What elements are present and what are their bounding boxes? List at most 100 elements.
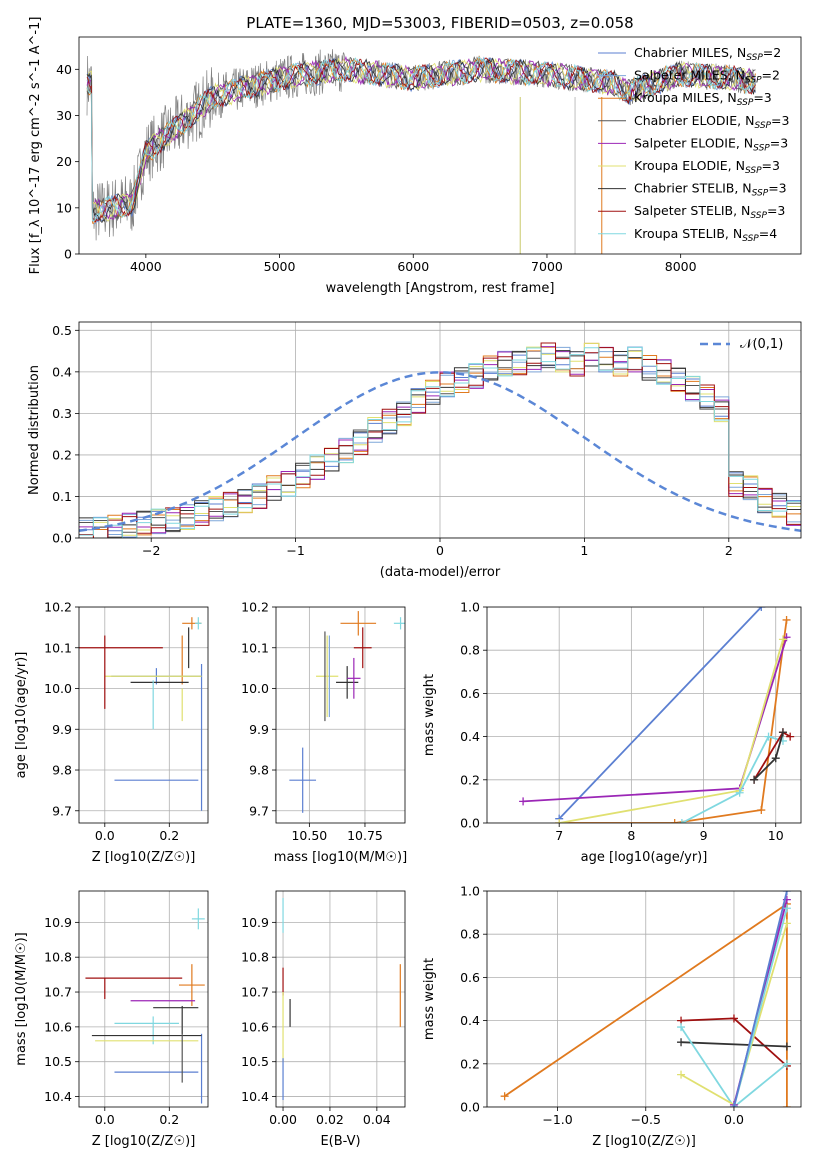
model-spectrum-3 bbox=[86, 56, 756, 220]
weight-marker bbox=[757, 806, 766, 815]
legend-label: Chabrier ELODIE, NSSP=3 bbox=[634, 113, 789, 131]
legend-label: Salpeter MILES, NSSP=2 bbox=[634, 68, 780, 86]
x-axis-label: (data-model)/error bbox=[380, 565, 501, 580]
y-tick-label: 10.4 bbox=[241, 1089, 269, 1104]
plot-area bbox=[79, 891, 208, 1107]
x-axis-label: mass [log10(M/M☉)] bbox=[274, 850, 407, 865]
panel-massweight-vs-Z: −1.0 −0.5 0.0 0.0 0.2 0.4 0.6 0.8 1.0 Z [log10(Z/… bbox=[422, 884, 802, 1149]
model-spectrum-7 bbox=[86, 57, 756, 224]
weight-marker bbox=[782, 1059, 791, 1068]
y-tick-label: 10.1 bbox=[241, 640, 269, 655]
legend-label: Kroupa ELODIE, NSSP=3 bbox=[634, 158, 780, 176]
panel-spectrum: 4000 5000 6000 7000 8000 0 10 20 30 40 Chabrier MI… bbox=[28, 17, 802, 296]
y-tick-label: 0.4 bbox=[460, 729, 480, 744]
weight-marker bbox=[782, 919, 791, 928]
y-tick-label: 0.4 bbox=[460, 1013, 480, 1028]
weight-marker bbox=[782, 615, 791, 624]
y-tick-label: 9.7 bbox=[249, 803, 269, 818]
y-axis-label: mass [log10(M/M☉)] bbox=[14, 932, 29, 1065]
weight-line-3 bbox=[559, 639, 784, 823]
panel-age-vs-mass: 10.50 10.75 9.7 9.8 9.9 10.0 10.1 10.2 mass [log… bbox=[241, 600, 407, 866]
x-tick-label: 7 bbox=[555, 828, 563, 843]
weight-line-3 bbox=[680, 1026, 788, 1107]
y-tick-label: 10.0 bbox=[44, 681, 72, 696]
y-tick-label: 0.0 bbox=[460, 1100, 480, 1115]
y-tick-label: 10.5 bbox=[241, 1054, 269, 1069]
x-axis-label: Z [log10(Z/Z☉)] bbox=[92, 1134, 196, 1149]
weight-marker bbox=[782, 1103, 791, 1107]
y-tick-label: 0.0 bbox=[52, 531, 72, 546]
y-tick-label: 0.2 bbox=[460, 1056, 480, 1071]
weight-marker bbox=[677, 819, 686, 823]
axes-frame bbox=[78, 890, 209, 1108]
panel-residual-histogram: −2 −1 0 1 2 0.0 0.1 0.2 0.3 0.4 0.5 𝒩(0,1) (data-mod… bbox=[27, 321, 802, 580]
panel-mass-vs-Z: 0.0 0.2 10.4 10.5 10.6 10.7 10.8 10.9 Z [log10(Z… bbox=[14, 890, 209, 1149]
x-tick-label: 0.00 bbox=[269, 1112, 297, 1127]
axes-frame bbox=[78, 321, 802, 539]
y-tick-label: 0.8 bbox=[460, 927, 480, 942]
legend-label: Chabrier STELIB, NSSP=3 bbox=[634, 181, 787, 199]
y-tick-label: 10.0 bbox=[241, 681, 269, 696]
y-tick-label: 20 bbox=[56, 154, 72, 169]
x-tick-label: −1.0 bbox=[542, 1112, 572, 1127]
legend-label: Kroupa STELIB, NSSP=4 bbox=[634, 226, 777, 244]
x-tick-label: 0 bbox=[436, 543, 444, 558]
y-tick-label: 10.7 bbox=[44, 985, 72, 1000]
y-tick-label: 10.6 bbox=[241, 1019, 269, 1034]
x-tick-label: 10 bbox=[768, 828, 784, 843]
x-tick-label: −2 bbox=[142, 543, 160, 558]
y-tick-label: 0.2 bbox=[52, 447, 72, 462]
x-tick-label: 4000 bbox=[130, 259, 162, 274]
x-tick-label: 0.2 bbox=[159, 828, 179, 843]
y-tick-label: 10.8 bbox=[241, 950, 269, 965]
y-tick-label: 30 bbox=[56, 108, 72, 123]
x-tick-label: 0.0 bbox=[95, 828, 115, 843]
plot-area bbox=[487, 607, 801, 823]
panel-age-vs-Z: 0.0 0.2 9.7 9.8 9.9 10.0 10.1 10.2 Z [log10(Z/Z☉… bbox=[14, 600, 209, 865]
y-tick-label: 9.8 bbox=[249, 763, 269, 778]
y-tick-label: 9.7 bbox=[52, 803, 72, 818]
legend-label: Salpeter STELIB, NSSP=3 bbox=[634, 203, 785, 221]
histogram-series-7 bbox=[79, 342, 801, 538]
axes-frame bbox=[275, 890, 406, 1108]
plot-area bbox=[86, 49, 756, 254]
x-axis-label: wavelength [Angstrom, rest frame] bbox=[326, 281, 555, 296]
weight-marker bbox=[500, 1092, 509, 1101]
y-tick-label: 9.9 bbox=[249, 722, 269, 737]
weight-marker bbox=[782, 891, 791, 895]
y-axis-label: mass weight bbox=[422, 958, 437, 1040]
legend-label: Salpeter ELODIE, NSSP=3 bbox=[634, 135, 788, 153]
y-tick-label: 1.0 bbox=[460, 600, 480, 615]
y-tick-label: 0 bbox=[64, 247, 72, 262]
x-axis-label: E(B-V) bbox=[320, 1134, 360, 1149]
weight-marker bbox=[786, 732, 795, 741]
y-tick-label: 10.1 bbox=[44, 640, 72, 655]
histogram-series-8 bbox=[79, 346, 801, 538]
y-tick-label: 10.9 bbox=[241, 915, 269, 930]
weight-line-4 bbox=[681, 735, 784, 823]
x-tick-label: 0.0 bbox=[95, 1112, 115, 1127]
weight-line-0 bbox=[558, 607, 762, 820]
panel-massweight-vs-age: 7 8 9 10 0.0 0.2 0.4 0.6 0.8 1.0 age [log10(age/yr… bbox=[422, 600, 802, 865]
x-axis-label: Z [log10(Z/Z☉)] bbox=[92, 850, 196, 865]
weight-marker bbox=[729, 1014, 738, 1023]
y-tick-label: 0.1 bbox=[52, 489, 72, 504]
weight-marker bbox=[670, 819, 679, 823]
y-tick-label: 10.7 bbox=[241, 985, 269, 1000]
y-tick-label: 10.2 bbox=[44, 600, 72, 615]
weight-marker bbox=[555, 819, 564, 823]
axes-frame bbox=[78, 606, 209, 824]
y-axis-label: Flux [f_λ 10^-17 erg cm^-2 s^-1 A^-1] bbox=[28, 17, 43, 275]
x-axis-label: Z [log10(Z/Z☉)] bbox=[592, 1134, 696, 1149]
weight-marker bbox=[729, 1103, 738, 1107]
x-tick-label: 0.2 bbox=[159, 1112, 179, 1127]
legend: Chabrier MILES, NSSP=2 Salpeter MILES, NS… bbox=[598, 45, 789, 244]
axes-frame bbox=[486, 890, 802, 1108]
y-tick-label: 0.0 bbox=[460, 816, 480, 831]
weight-marker bbox=[677, 1023, 686, 1032]
weight-marker bbox=[782, 904, 791, 913]
model-spectrum-4 bbox=[86, 55, 756, 220]
y-tick-label: 0.4 bbox=[52, 364, 72, 379]
y-axis-label: mass weight bbox=[422, 674, 437, 756]
weight-marker bbox=[764, 732, 773, 741]
